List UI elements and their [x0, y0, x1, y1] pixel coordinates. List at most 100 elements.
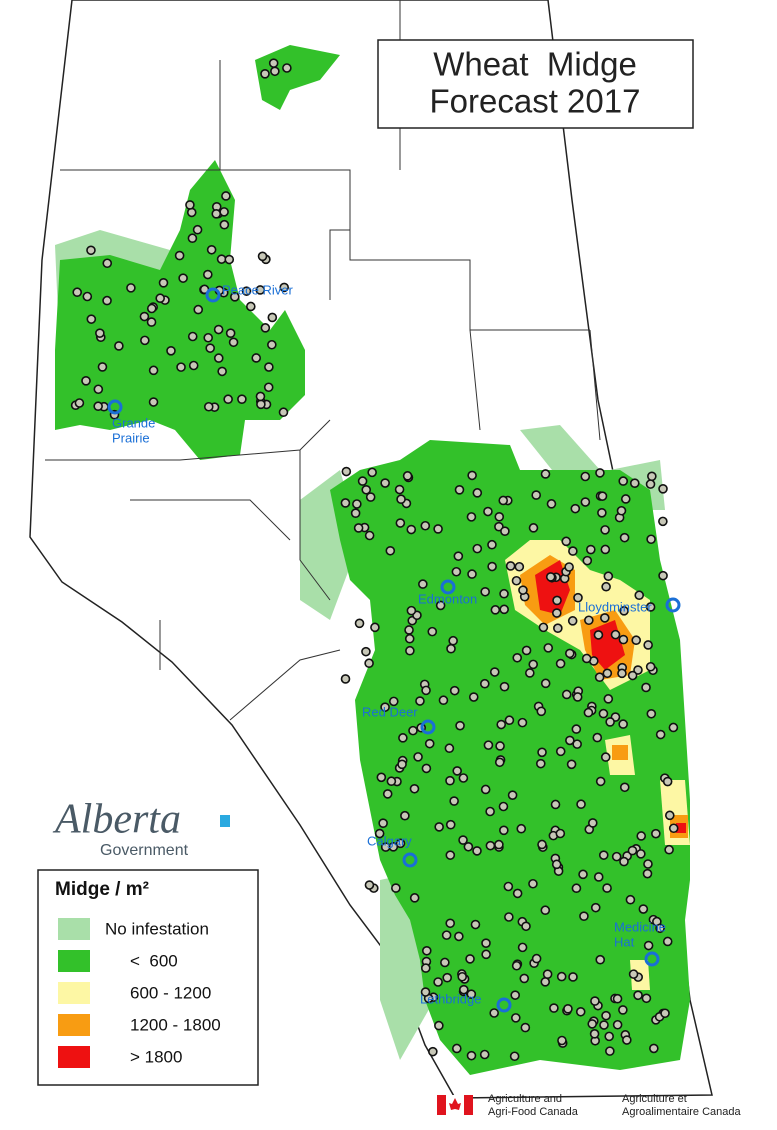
site [472, 846, 482, 856]
site [176, 362, 186, 372]
site [433, 524, 443, 534]
site [268, 58, 279, 68]
region-4 [676, 823, 686, 833]
city-marker [440, 579, 456, 595]
site [364, 880, 375, 890]
site [561, 536, 572, 547]
site [102, 258, 113, 269]
site [93, 384, 104, 395]
site [593, 872, 604, 882]
site [619, 532, 630, 543]
site [517, 717, 528, 728]
site [434, 1020, 444, 1031]
alberta-logo: Alberta [52, 797, 181, 843]
city-marker [205, 287, 221, 303]
site [511, 960, 522, 971]
site [487, 561, 497, 572]
site [95, 328, 105, 338]
site [193, 304, 204, 315]
site [470, 919, 481, 930]
site [540, 977, 551, 987]
site [394, 484, 405, 495]
site [503, 881, 514, 892]
region-3 [612, 745, 628, 760]
site [618, 476, 629, 486]
site [561, 689, 572, 700]
site [489, 1008, 499, 1018]
canada-flag [437, 1095, 473, 1115]
site [645, 602, 656, 612]
site [202, 269, 213, 280]
site [396, 494, 406, 505]
site [634, 590, 645, 601]
footer-text: Agriculture et [622, 1093, 687, 1105]
site [237, 394, 247, 404]
site [618, 634, 629, 645]
site [587, 818, 598, 828]
site [408, 725, 418, 736]
site [380, 702, 390, 712]
site [454, 485, 465, 495]
site [385, 545, 396, 556]
site [187, 331, 198, 342]
site [185, 200, 195, 210]
legend-swatch [58, 950, 90, 972]
site [638, 904, 649, 914]
site [421, 945, 432, 956]
site [487, 539, 497, 550]
site [599, 1020, 609, 1030]
site [525, 668, 535, 678]
site [498, 801, 509, 812]
site [211, 209, 222, 219]
site [540, 905, 551, 916]
site [551, 859, 562, 870]
site [636, 831, 647, 841]
site [413, 752, 423, 762]
site [72, 287, 83, 298]
site [219, 207, 229, 217]
city-label: Prairie [112, 430, 150, 445]
site [651, 828, 661, 839]
site [74, 398, 85, 408]
site [618, 719, 628, 729]
site [595, 776, 606, 787]
city-label: Hat [614, 934, 635, 949]
site [395, 518, 406, 528]
site [510, 990, 521, 1000]
site [221, 191, 231, 201]
site [213, 353, 224, 363]
site [494, 757, 505, 768]
site [481, 938, 491, 948]
site [535, 758, 546, 769]
site [600, 544, 611, 555]
site [495, 741, 505, 751]
site [557, 1035, 567, 1046]
footer-text: Agri-Food Canada [488, 1106, 579, 1118]
site [424, 738, 435, 749]
city-label: Lethbridge [420, 991, 481, 1006]
legend-title: Midge / m² [55, 879, 149, 900]
site [576, 799, 586, 810]
site [664, 810, 675, 821]
site [645, 479, 656, 489]
site [553, 623, 563, 634]
site [631, 635, 642, 646]
site [205, 343, 215, 353]
site [600, 752, 611, 762]
site [444, 743, 455, 754]
site [511, 1013, 521, 1023]
site [570, 503, 581, 514]
site [590, 996, 600, 1006]
site [353, 523, 364, 533]
site [489, 667, 500, 677]
site [658, 516, 668, 527]
site [499, 681, 510, 692]
site [567, 616, 578, 626]
site [409, 893, 420, 903]
site [480, 586, 490, 597]
site [551, 608, 562, 618]
site [579, 911, 589, 921]
site [610, 629, 621, 640]
site [472, 488, 483, 498]
site [594, 672, 605, 683]
